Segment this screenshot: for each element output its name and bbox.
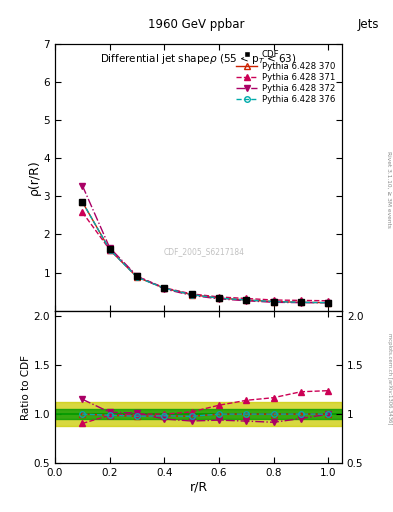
Text: mcplots.cern.ch [arXiv:1306.3436]: mcplots.cern.ch [arXiv:1306.3436] [387, 333, 391, 424]
Y-axis label: ρ(r/R): ρ(r/R) [28, 159, 41, 195]
Pythia 6.428 372 [162, 286, 167, 292]
Pythia 6.428 376 [107, 247, 112, 253]
Pythia 6.428 370 [189, 292, 194, 298]
Text: CDF_2005_S6217184: CDF_2005_S6217184 [164, 247, 245, 257]
Pythia 6.428 372 [271, 299, 276, 305]
Legend: CDF, Pythia 6.428 370, Pythia 6.428 371, Pythia 6.428 372, Pythia 6.428 376: CDF, Pythia 6.428 370, Pythia 6.428 371,… [233, 48, 338, 106]
Pythia 6.428 372 [189, 292, 194, 298]
Pythia 6.428 376 [135, 274, 140, 280]
Pythia 6.428 376 [189, 292, 194, 298]
Pythia 6.428 372 [80, 182, 85, 188]
Pythia 6.428 371 [162, 285, 167, 291]
Pythia 6.428 371 [326, 297, 331, 304]
Pythia 6.428 376 [326, 300, 331, 306]
Pythia 6.428 372 [299, 300, 303, 306]
Pythia 6.428 376 [271, 298, 276, 305]
Pythia 6.428 371 [244, 295, 249, 302]
Pythia 6.428 376 [244, 297, 249, 303]
Pythia 6.428 372 [135, 273, 140, 279]
Pythia 6.428 370 [271, 298, 276, 305]
Line: Pythia 6.428 376: Pythia 6.428 376 [79, 199, 331, 306]
Pythia 6.428 370 [217, 295, 221, 301]
Pythia 6.428 371 [135, 273, 140, 280]
Pythia 6.428 371 [271, 297, 276, 303]
Pythia 6.428 370 [244, 297, 249, 303]
Text: Rivet 3.1.10, ≥ 3M events: Rivet 3.1.10, ≥ 3M events [387, 151, 391, 228]
Pythia 6.428 372 [107, 245, 112, 251]
Pythia 6.428 370 [326, 300, 331, 306]
Text: Differential jet shape$\rho$ (55 < p$_T$ < 63): Differential jet shape$\rho$ (55 < p$_T$… [100, 52, 297, 66]
Line: Pythia 6.428 370: Pythia 6.428 370 [79, 199, 331, 306]
Pythia 6.428 376 [299, 299, 303, 305]
X-axis label: r/R: r/R [189, 481, 208, 494]
Text: 1960 GeV ppbar: 1960 GeV ppbar [148, 18, 245, 31]
Pythia 6.428 370 [299, 299, 303, 305]
Pythia 6.428 372 [217, 296, 221, 302]
Pythia 6.428 376 [80, 199, 85, 205]
Pythia 6.428 376 [217, 295, 221, 301]
Pythia 6.428 372 [244, 297, 249, 304]
Line: Pythia 6.428 372: Pythia 6.428 372 [79, 183, 331, 306]
Pythia 6.428 371 [299, 297, 303, 304]
Pythia 6.428 370 [107, 247, 112, 253]
Pythia 6.428 370 [80, 199, 85, 205]
Pythia 6.428 370 [162, 285, 167, 291]
Pythia 6.428 371 [80, 209, 85, 215]
Text: Jets: Jets [358, 18, 379, 31]
Pythia 6.428 370 [135, 274, 140, 280]
Pythia 6.428 371 [107, 247, 112, 253]
Bar [55, 409, 342, 419]
Pythia 6.428 371 [217, 294, 221, 300]
Pythia 6.428 371 [189, 291, 194, 297]
Line: Pythia 6.428 371: Pythia 6.428 371 [79, 209, 331, 304]
Bar [55, 402, 342, 426]
Pythia 6.428 376 [162, 285, 167, 291]
Y-axis label: Ratio to CDF: Ratio to CDF [21, 354, 31, 419]
Pythia 6.428 372 [326, 300, 331, 306]
